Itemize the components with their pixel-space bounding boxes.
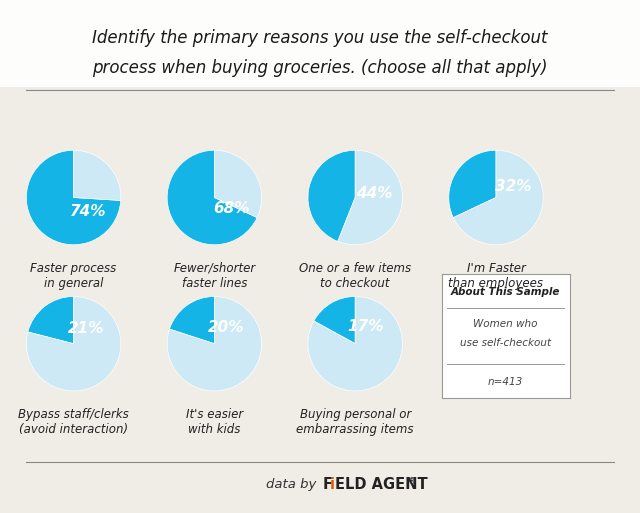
Text: F: F — [323, 477, 333, 492]
Text: 32%: 32% — [495, 180, 531, 194]
Text: About This Sample: About This Sample — [451, 287, 560, 297]
Wedge shape — [28, 297, 74, 344]
Text: Fewer/shorter
faster lines: Fewer/shorter faster lines — [173, 262, 255, 290]
Wedge shape — [308, 297, 403, 391]
Text: ELD AGENT: ELD AGENT — [335, 477, 428, 492]
Text: process when buying groceries. (choose all that apply): process when buying groceries. (choose a… — [92, 58, 548, 77]
Text: Buying personal or
embarrassing items: Buying personal or embarrassing items — [296, 408, 414, 436]
Text: data by: data by — [266, 478, 320, 491]
Wedge shape — [74, 150, 121, 201]
Wedge shape — [26, 150, 121, 245]
Wedge shape — [308, 150, 355, 242]
Text: i: i — [330, 477, 335, 492]
Text: 68%: 68% — [213, 201, 250, 215]
Wedge shape — [453, 150, 543, 245]
Text: It's easier
with kids: It's easier with kids — [186, 408, 243, 436]
Text: Bypass staff/clerks
(avoid interaction): Bypass staff/clerks (avoid interaction) — [18, 408, 129, 436]
Text: 21%: 21% — [67, 321, 104, 336]
Wedge shape — [314, 297, 355, 344]
Wedge shape — [338, 150, 403, 245]
Text: One or a few items
to checkout: One or a few items to checkout — [299, 262, 412, 290]
Wedge shape — [214, 150, 262, 218]
Text: Faster process
in general: Faster process in general — [31, 262, 116, 290]
Text: 74%: 74% — [70, 204, 106, 219]
Text: Women who: Women who — [474, 319, 538, 329]
Wedge shape — [167, 150, 257, 245]
Text: 20%: 20% — [208, 320, 244, 335]
Text: n=413: n=413 — [488, 377, 524, 387]
Text: ®: ® — [408, 477, 417, 486]
Text: 17%: 17% — [347, 319, 383, 334]
Wedge shape — [167, 297, 262, 391]
Wedge shape — [26, 297, 121, 391]
Text: Identify the primary reasons you use the self-checkout: Identify the primary reasons you use the… — [92, 29, 548, 48]
Text: 44%: 44% — [356, 186, 393, 201]
Text: I'm Faster
than employees: I'm Faster than employees — [449, 262, 543, 290]
Wedge shape — [170, 297, 214, 344]
Wedge shape — [449, 150, 496, 218]
Text: use self-checkout: use self-checkout — [460, 339, 551, 348]
